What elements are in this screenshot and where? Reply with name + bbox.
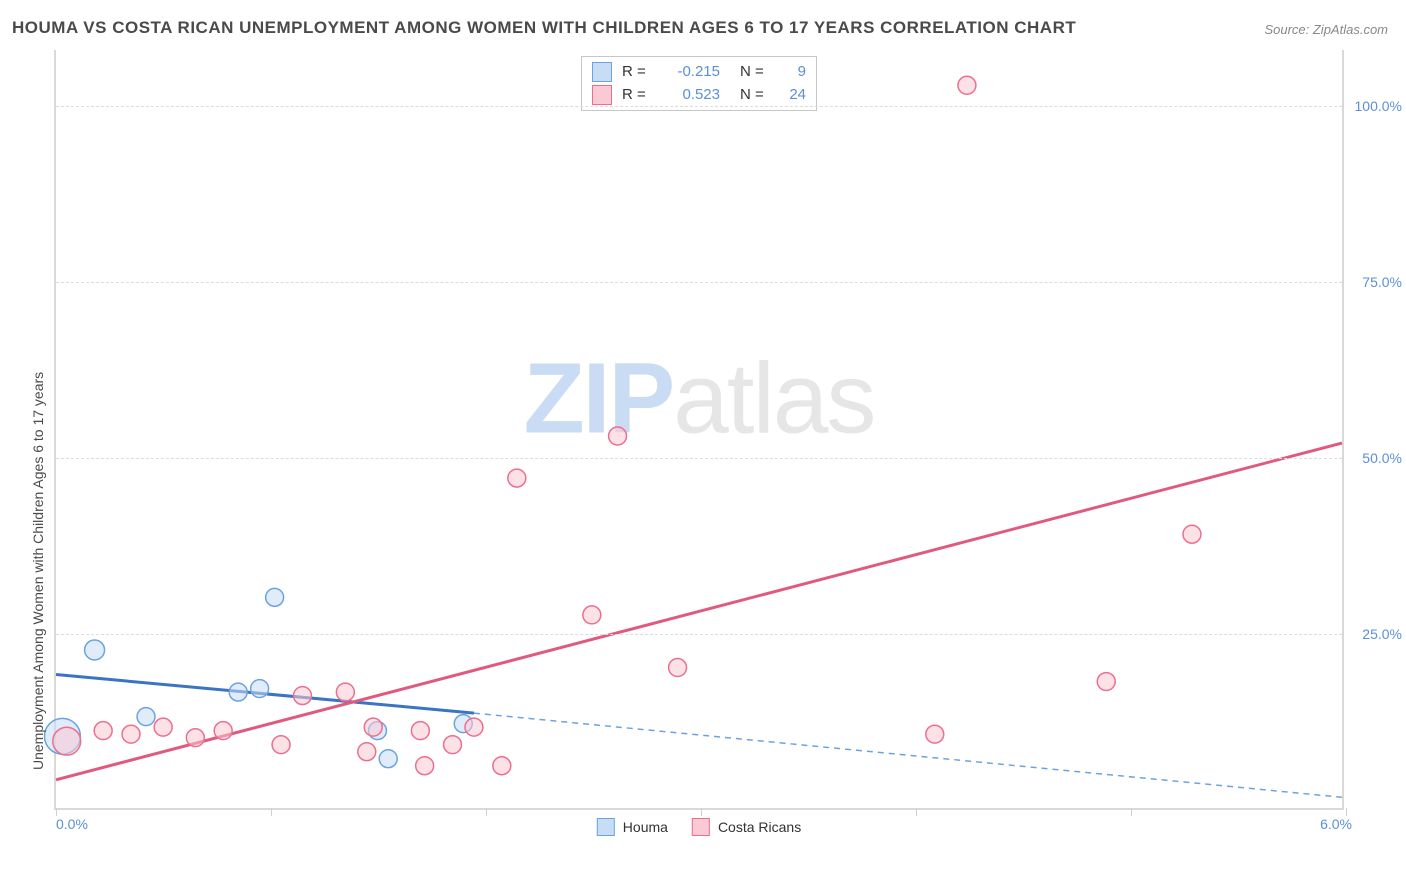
x-axis-tick-mark — [56, 808, 57, 816]
data-point-costa-ricans — [186, 729, 204, 747]
x-axis-tick-mark — [701, 808, 702, 816]
data-point-costa-ricans — [53, 727, 81, 755]
r-label: R = — [622, 84, 654, 107]
n-value-costaricans: 24 — [778, 84, 806, 107]
data-point-costa-ricans — [583, 606, 601, 624]
data-point-costa-ricans — [444, 736, 462, 754]
data-point-houma — [379, 750, 397, 768]
data-point-houma — [137, 708, 155, 726]
data-point-houma — [229, 683, 247, 701]
legend-row-costaricans: R = 0.523 N = 24 — [592, 84, 806, 107]
data-point-costa-ricans — [272, 736, 290, 754]
data-point-costa-ricans — [669, 659, 687, 677]
data-point-costa-ricans — [493, 757, 511, 775]
data-point-costa-ricans — [336, 683, 354, 701]
data-point-costa-ricans — [411, 722, 429, 740]
trendline-costa-ricans — [56, 443, 1342, 780]
legend-swatch-costaricans — [592, 85, 612, 105]
data-point-costa-ricans — [214, 722, 232, 740]
legend-swatch-houma — [597, 818, 615, 836]
data-point-costa-ricans — [609, 427, 627, 445]
r-value-costaricans: 0.523 — [664, 84, 720, 107]
data-point-costa-ricans — [364, 718, 382, 736]
data-point-costa-ricans — [926, 725, 944, 743]
gridline — [56, 634, 1342, 635]
legend-row-houma: R = -0.215 N = 9 — [592, 61, 806, 84]
x-axis-tick-mark — [1131, 808, 1132, 816]
gridline — [56, 458, 1342, 459]
n-label: N = — [740, 84, 768, 107]
gridline — [56, 282, 1342, 283]
legend-item-costaricans: Costa Ricans — [692, 818, 801, 836]
series-legend: Houma Costa Ricans — [597, 818, 801, 836]
chart-area: ZIPatlas R = -0.215 N = 9 R = 0.523 N = … — [54, 50, 1344, 810]
n-value-houma: 9 — [778, 61, 806, 84]
correlation-legend: R = -0.215 N = 9 R = 0.523 N = 24 — [581, 56, 817, 111]
n-label: N = — [740, 61, 768, 84]
legend-label-houma: Houma — [623, 819, 668, 835]
legend-swatch-houma — [592, 62, 612, 82]
chart-title: HOUMA VS COSTA RICAN UNEMPLOYMENT AMONG … — [12, 18, 1076, 38]
data-point-costa-ricans — [465, 718, 483, 736]
source-label: Source: ZipAtlas.com — [1264, 22, 1388, 37]
data-point-houma — [251, 680, 269, 698]
data-point-costa-ricans — [122, 725, 140, 743]
legend-label-costaricans: Costa Ricans — [718, 819, 801, 835]
data-point-costa-ricans — [508, 469, 526, 487]
legend-swatch-costaricans — [692, 818, 710, 836]
data-point-costa-ricans — [958, 76, 976, 94]
x-axis-tick-mark — [1346, 808, 1347, 816]
data-point-houma — [85, 640, 105, 660]
data-point-costa-ricans — [94, 722, 112, 740]
y-axis-tick: 75.0% — [1362, 274, 1402, 290]
r-label: R = — [622, 61, 654, 84]
data-point-costa-ricans — [1183, 525, 1201, 543]
gridline — [56, 106, 1342, 107]
trendline-extrapolated-houma — [474, 713, 1342, 797]
x-axis-tick-mark — [271, 808, 272, 816]
data-point-costa-ricans — [154, 718, 172, 736]
y-axis-tick: 100.0% — [1355, 98, 1402, 114]
r-value-houma: -0.215 — [664, 61, 720, 84]
data-point-costa-ricans — [294, 687, 312, 705]
y-axis-label: Unemployment Among Women with Children A… — [30, 372, 46, 770]
data-point-costa-ricans — [416, 757, 434, 775]
x-axis-tick-mark — [916, 808, 917, 816]
data-point-houma — [266, 588, 284, 606]
data-point-costa-ricans — [358, 743, 376, 761]
plot-svg — [56, 50, 1342, 808]
x-axis-tick-start: 0.0% — [56, 816, 88, 832]
data-point-costa-ricans — [1097, 673, 1115, 691]
x-axis-tick-end: 6.0% — [1320, 816, 1352, 832]
y-axis-tick: 25.0% — [1362, 626, 1402, 642]
x-axis-tick-mark — [486, 808, 487, 816]
y-axis-tick: 50.0% — [1362, 450, 1402, 466]
legend-item-houma: Houma — [597, 818, 668, 836]
